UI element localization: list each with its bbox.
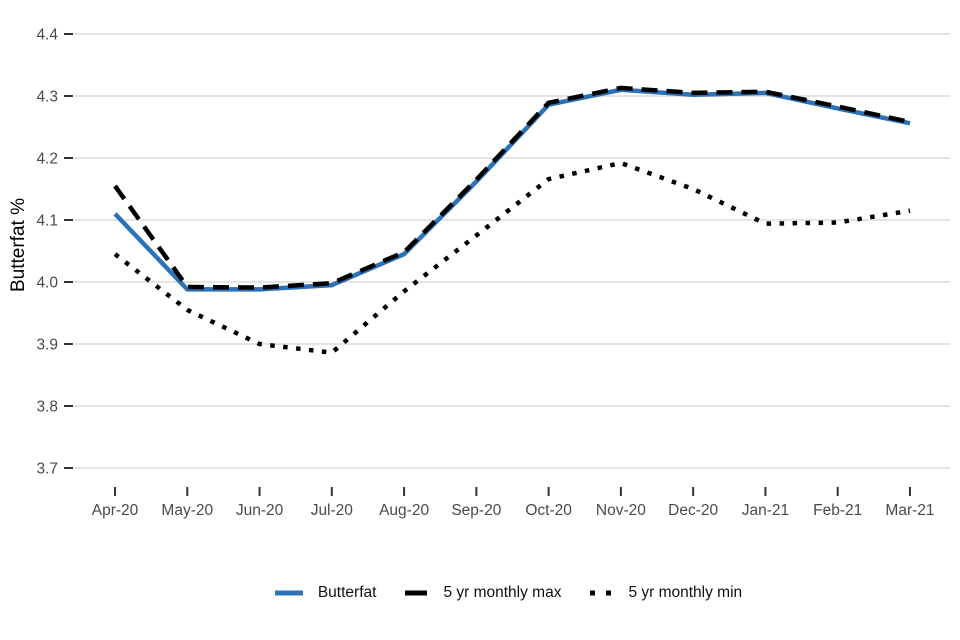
series-group [113, 85, 911, 356]
series-line-5-yr-monthly-max [113, 85, 911, 290]
x-tick-label: Jul-20 [311, 502, 354, 519]
y-tick-label: 4.1 [36, 213, 58, 230]
x-tick-label: Oct-20 [525, 502, 572, 519]
x-tick-label: Feb-21 [813, 502, 862, 519]
gridlines-group [75, 33, 950, 469]
y-tick-label: 4.4 [36, 27, 58, 44]
y-tick-label: 3.7 [36, 461, 58, 478]
x-tick-label: Sep-20 [451, 502, 501, 519]
legend-label-5yr-monthly-max: 5 yr monthly max [443, 584, 562, 601]
y-tick-label: 4.2 [36, 151, 58, 168]
y-axis-title: Butterfat % [8, 198, 29, 292]
x-tick-label: Jun-20 [236, 502, 284, 519]
series-line-5-yr-monthly-min [113, 160, 911, 356]
plot-area: Butterfat % 4.4 4.3 4.2 4.1 4.0 3.9 3.8 3.7 Apr-… [8, 27, 950, 520]
series-line-butterfat [113, 87, 911, 292]
x-tick-label: Dec-20 [668, 502, 718, 519]
legend-item-5yr-monthly-max: 5 yr monthly max [402, 584, 561, 602]
x-tick-label: Apr-20 [92, 502, 139, 519]
axes-group: 4.4 4.3 4.2 4.1 4.0 3.9 3.8 3.7 Apr-20 May-20 Jun-… [36, 27, 934, 520]
legend-label-5yr-monthly-min: 5 yr monthly min [628, 584, 743, 601]
max-dashed-line-swatch [405, 590, 428, 596]
legend: Butterfat 5 yr monthly max 5 yr monthly … [65, 584, 950, 602]
x-tick-label: Mar-21 [885, 502, 934, 519]
min-dotted-line-swatch [590, 590, 614, 596]
y-tick-label: 3.8 [36, 399, 58, 416]
legend-label-butterfat: Butterfat [317, 584, 377, 601]
butterfat-solid-line-swatch [274, 590, 303, 596]
legend-item-butterfat: Butterfat [273, 584, 377, 602]
y-tick-label: 3.9 [36, 337, 58, 354]
x-tick-label: Nov-20 [596, 502, 646, 519]
y-tick-label: 4.3 [36, 89, 58, 106]
x-tick-label: Jan-21 [742, 502, 789, 519]
y-tick-label: 4.0 [36, 275, 58, 292]
x-tick-label: May-20 [161, 502, 213, 519]
legend-item-5yr-monthly-min: 5 yr monthly min [587, 584, 742, 602]
x-tick-label: Aug-20 [379, 502, 429, 519]
